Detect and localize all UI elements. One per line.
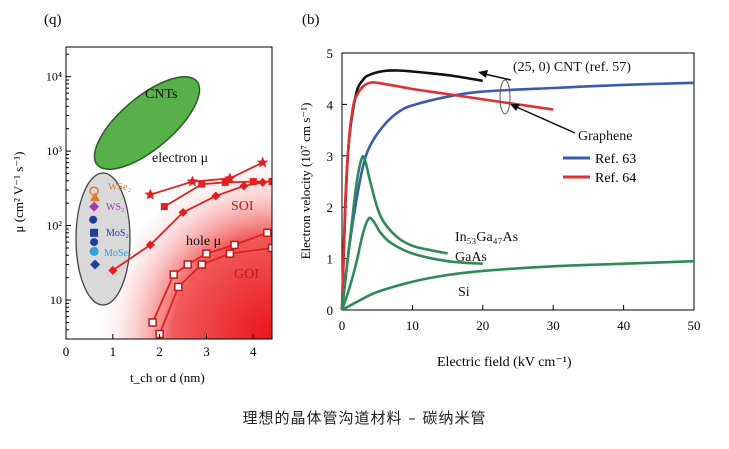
panel-a-open-square-point: [230, 240, 239, 250]
panel-a-open-square-point: [263, 228, 272, 238]
panel-b: (b) 0 10 20 30 40 50 0 1 2 3 4 5 (25, 0) CNT (ref. …: [298, 12, 701, 370]
graphene-arrow: [511, 104, 576, 134]
goi-label: GOI: [234, 267, 259, 282]
panel-a-diamond-point: [145, 240, 155, 250]
series-line-gaas: [340, 216, 483, 311]
panel-a-diamond-point: [258, 177, 268, 187]
panel-a-xtick-label: 2: [156, 344, 163, 359]
panel-b-xtick-label: 30: [547, 318, 560, 333]
panel-b-xtick-label: 40: [617, 318, 630, 333]
panel-b-xtick-label: 20: [476, 318, 489, 333]
tmd-label-ws2: WS₂: [106, 202, 125, 213]
series-line-si: [341, 259, 695, 312]
panel-a-series-line: [150, 161, 263, 196]
panel-b-ytick-label: 4: [327, 97, 334, 112]
hole-mu-label: hole μ: [186, 234, 221, 249]
panel-b-frame: [341, 52, 695, 311]
tmd-extra-point: [89, 215, 98, 224]
panel-b-xtick-label: 0: [339, 318, 346, 333]
tmd-extra-point: [90, 192, 101, 202]
tmd-point: [89, 201, 100, 212]
panel-a-diamond-point: [211, 191, 221, 201]
panel-a-open-square-point: [197, 260, 207, 269]
panel-a-open-square-point: [148, 318, 157, 327]
panel-a-label: (q): [44, 12, 62, 28]
panel-a-xtick-label: 3: [203, 344, 210, 359]
graphene-annotation: Graphene: [578, 129, 632, 144]
panel-a-open-square-point: [169, 270, 178, 279]
cnt-arrowhead: [478, 70, 488, 78]
panel-a-diamond-point: [108, 265, 118, 275]
panel-a-ytick-label: 10³: [46, 144, 62, 158]
panel-a-star-point: [256, 156, 269, 168]
panel-b-ytick-label: 0: [327, 303, 334, 318]
panel-b-label: (b): [302, 12, 320, 28]
panel-b-xlabel: Electric field (kV cm⁻¹): [437, 355, 572, 370]
panel-a-ytick-label: 10⁴: [46, 70, 62, 84]
panel-b-xtick-label: 50: [688, 318, 701, 333]
panel-a-star-point: [186, 175, 199, 187]
soi-label: SOI: [231, 199, 254, 214]
tmd-label-wse2: WSe₂: [108, 182, 131, 193]
panel-a-series-line: [151, 231, 268, 323]
panel-a-ytick-label: 10: [50, 293, 62, 307]
panel-a-diamond-point: [239, 181, 249, 191]
cnt-region: [93, 75, 201, 171]
figure-caption: 理想的晶体管沟道材料 – 碳纳米管: [242, 409, 487, 427]
cnt-label: CNTs: [145, 87, 177, 102]
panel-a-square-point: [198, 180, 206, 188]
tmd-point: [89, 246, 99, 256]
panel-b-ytick-label: 2: [327, 200, 334, 215]
panel-a-square-point: [249, 178, 257, 186]
panel-a-square-point: [221, 178, 229, 186]
panel-a-ytick-label: 10²: [46, 219, 62, 233]
panel-a-xtick-label: 1: [110, 344, 117, 359]
ingaas-annotation: In₅₃Ga₄₇As: [455, 230, 518, 245]
panel-b-ytick-label: 5: [327, 46, 334, 61]
graphene-arrowhead: [510, 104, 520, 111]
si-annotation: Si: [458, 285, 470, 300]
panel-b-ytick-label: 1: [327, 252, 334, 267]
panel-b-ytick-label: 3: [327, 149, 334, 164]
panel-a-star-point: [144, 188, 156, 200]
tmd-extra-point: [90, 238, 99, 247]
tmd-point: [90, 228, 99, 237]
panel-a-xtick-label: 0: [63, 344, 70, 359]
red-gradient-region: [100, 160, 272, 339]
panel-a-diamond-point: [178, 207, 188, 217]
series-line-ref-63: [340, 81, 695, 311]
panel-b-ylabel: Electron velocity (10⁷ cm s⁻¹): [298, 103, 313, 260]
panel-a-open-square-point: [202, 249, 211, 258]
panel-a-ylabel: μ (cm² V⁻¹ s⁻¹): [11, 152, 26, 233]
graphene-bracket-ellipse: [499, 79, 511, 115]
gaas-annotation: GaAs: [455, 250, 487, 265]
cnt-annotation: (25, 0) CNT (ref. 57): [513, 60, 631, 75]
series-line-in-ga-as: [340, 154, 448, 311]
panel-b-xtick-label: 10: [406, 318, 419, 333]
legend: Ref. 63 Ref. 64: [563, 152, 636, 186]
panel-a-square-point: [268, 178, 272, 186]
tmd-label-mose2: MoSe₂: [104, 248, 131, 259]
panel-a-open-square-point: [267, 243, 272, 253]
panel-a-open-square-point: [174, 282, 183, 292]
legend-label-ref64: Ref. 64: [595, 171, 636, 186]
tmd-extra-point: [90, 259, 101, 270]
electron-mu-label: electron μ: [152, 151, 208, 166]
tmd-region: [75, 172, 131, 306]
panel-a-frame: [65, 46, 273, 340]
panel-a-xlabel: t_ch or d (nm): [130, 370, 205, 385]
series-line-ref-64: [340, 81, 554, 311]
panel-a: (q) 0 1 2 3 4 10 10² 10³ 10⁴ CNTs electron μ SOI…: [11, 12, 273, 385]
tmd-label-mos2: MoS₂: [106, 228, 129, 239]
panel-a-square-point: [160, 203, 168, 211]
panel-a-open-square-point: [225, 249, 235, 258]
panel-a-open-square-point: [183, 260, 192, 269]
panel-a-xtick-label: 4: [250, 344, 257, 359]
legend-label-ref63: Ref. 63: [595, 152, 636, 167]
